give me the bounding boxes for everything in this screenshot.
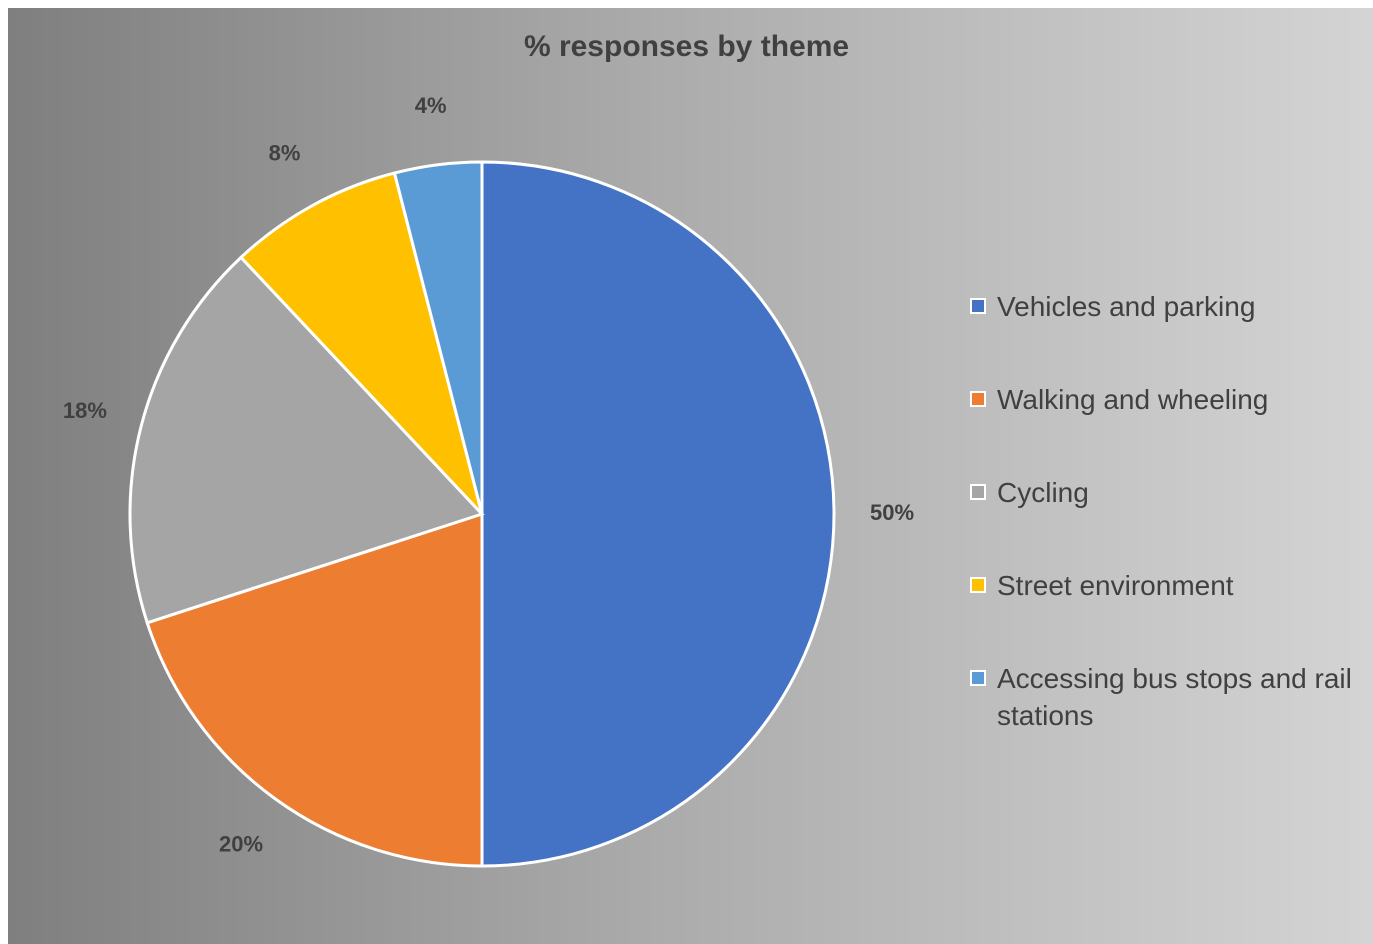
legend-label-1: Vehicles and parking [997, 291, 1256, 322]
legend-item-5: Accessing bus stops and rail stations [970, 660, 1365, 753]
legend-swatch-5 [970, 670, 986, 686]
chart-title: % responses by theme [523, 30, 850, 63]
legend-swatch-2 [970, 391, 986, 407]
legend-swatch-3 [970, 484, 986, 500]
data-label-2: 20% [219, 832, 263, 857]
legend: Vehicles and parking Walking and wheeling… [970, 288, 1365, 753]
legend-label-4: Street environment [997, 570, 1234, 601]
legend-label-2: Walking and wheeling [997, 384, 1269, 415]
legend-item-1: Vehicles and parking [970, 288, 1365, 381]
pie-slice-4 [238, 171, 484, 516]
data-label-5: 4% [415, 93, 447, 118]
pie-slice-2 [145, 511, 484, 868]
legend-item-3: Cycling [970, 474, 1365, 567]
data-label-1: 50% [870, 500, 914, 525]
data-label-3: 18% [63, 398, 107, 423]
legend-item-4: Street environment [970, 567, 1365, 660]
legend-item-2: Walking and wheeling [970, 381, 1365, 474]
pie-slice-5 [392, 160, 484, 515]
legend-swatch-1 [970, 298, 986, 314]
legend-swatch-4 [970, 577, 986, 593]
legend-label-3: Cycling [997, 477, 1089, 508]
legend-label-5: Accessing bus stops and rail stations [997, 663, 1352, 731]
pie-slice-3 [128, 255, 485, 625]
data-label-4: 8% [269, 141, 301, 166]
pie-slice-1 [480, 160, 836, 868]
